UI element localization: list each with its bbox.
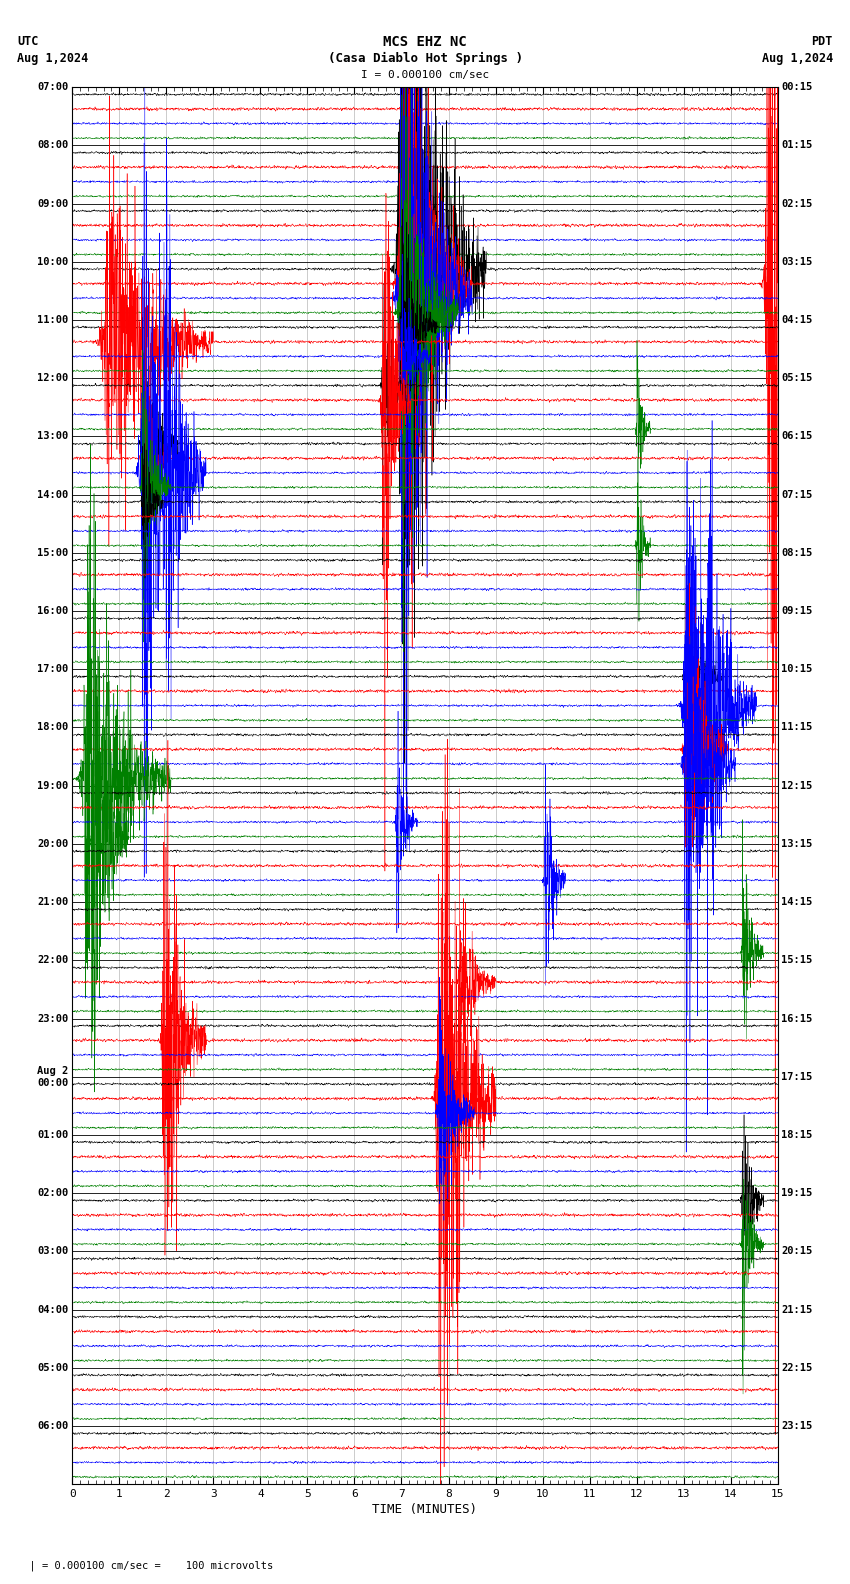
Text: 20:15: 20:15 xyxy=(781,1247,813,1256)
Text: 04:15: 04:15 xyxy=(781,315,813,325)
Text: MCS EHZ NC: MCS EHZ NC xyxy=(383,35,467,49)
Text: | = 0.000100 cm/sec =    100 microvolts: | = 0.000100 cm/sec = 100 microvolts xyxy=(17,1560,273,1571)
Text: 17:00: 17:00 xyxy=(37,664,69,675)
Text: 20:00: 20:00 xyxy=(37,840,69,849)
Text: 01:00: 01:00 xyxy=(37,1129,69,1140)
Text: 07:00: 07:00 xyxy=(37,82,69,92)
Text: 06:15: 06:15 xyxy=(781,431,813,442)
Text: 17:15: 17:15 xyxy=(781,1072,813,1082)
Text: 08:00: 08:00 xyxy=(37,141,69,150)
Text: 14:00: 14:00 xyxy=(37,489,69,499)
Text: 02:00: 02:00 xyxy=(37,1188,69,1198)
Text: 22:00: 22:00 xyxy=(37,955,69,965)
Text: 11:00: 11:00 xyxy=(37,315,69,325)
Text: 19:00: 19:00 xyxy=(37,781,69,790)
Text: 18:15: 18:15 xyxy=(781,1129,813,1140)
Text: 02:15: 02:15 xyxy=(781,198,813,209)
Text: 22:15: 22:15 xyxy=(781,1362,813,1373)
Text: Aug 2
00:00: Aug 2 00:00 xyxy=(37,1066,69,1088)
Text: 03:00: 03:00 xyxy=(37,1247,69,1256)
Text: 04:00: 04:00 xyxy=(37,1305,69,1315)
Text: 05:00: 05:00 xyxy=(37,1362,69,1373)
Text: 01:15: 01:15 xyxy=(781,141,813,150)
Text: Aug 1,2024: Aug 1,2024 xyxy=(762,52,833,65)
Text: 00:15: 00:15 xyxy=(781,82,813,92)
Text: 18:00: 18:00 xyxy=(37,722,69,732)
Text: 15:15: 15:15 xyxy=(781,955,813,965)
Text: 14:15: 14:15 xyxy=(781,897,813,908)
Text: 09:15: 09:15 xyxy=(781,607,813,616)
Text: 23:00: 23:00 xyxy=(37,1014,69,1023)
Text: 15:00: 15:00 xyxy=(37,548,69,558)
Text: 23:15: 23:15 xyxy=(781,1421,813,1430)
Text: 09:00: 09:00 xyxy=(37,198,69,209)
X-axis label: TIME (MINUTES): TIME (MINUTES) xyxy=(372,1503,478,1516)
Text: 21:15: 21:15 xyxy=(781,1305,813,1315)
Text: Aug 1,2024: Aug 1,2024 xyxy=(17,52,88,65)
Text: 13:15: 13:15 xyxy=(781,840,813,849)
Text: 12:15: 12:15 xyxy=(781,781,813,790)
Text: 10:00: 10:00 xyxy=(37,257,69,266)
Text: 06:00: 06:00 xyxy=(37,1421,69,1430)
Text: 07:15: 07:15 xyxy=(781,489,813,499)
Text: 10:15: 10:15 xyxy=(781,664,813,675)
Text: (Casa Diablo Hot Springs ): (Casa Diablo Hot Springs ) xyxy=(327,52,523,65)
Text: 19:15: 19:15 xyxy=(781,1188,813,1198)
Text: 05:15: 05:15 xyxy=(781,374,813,383)
Text: 03:15: 03:15 xyxy=(781,257,813,266)
Text: UTC: UTC xyxy=(17,35,38,48)
Text: PDT: PDT xyxy=(812,35,833,48)
Text: 11:15: 11:15 xyxy=(781,722,813,732)
Text: 13:00: 13:00 xyxy=(37,431,69,442)
Text: 08:15: 08:15 xyxy=(781,548,813,558)
Text: I = 0.000100 cm/sec: I = 0.000100 cm/sec xyxy=(361,70,489,79)
Text: 12:00: 12:00 xyxy=(37,374,69,383)
Text: 16:00: 16:00 xyxy=(37,607,69,616)
Text: 16:15: 16:15 xyxy=(781,1014,813,1023)
Text: 21:00: 21:00 xyxy=(37,897,69,908)
